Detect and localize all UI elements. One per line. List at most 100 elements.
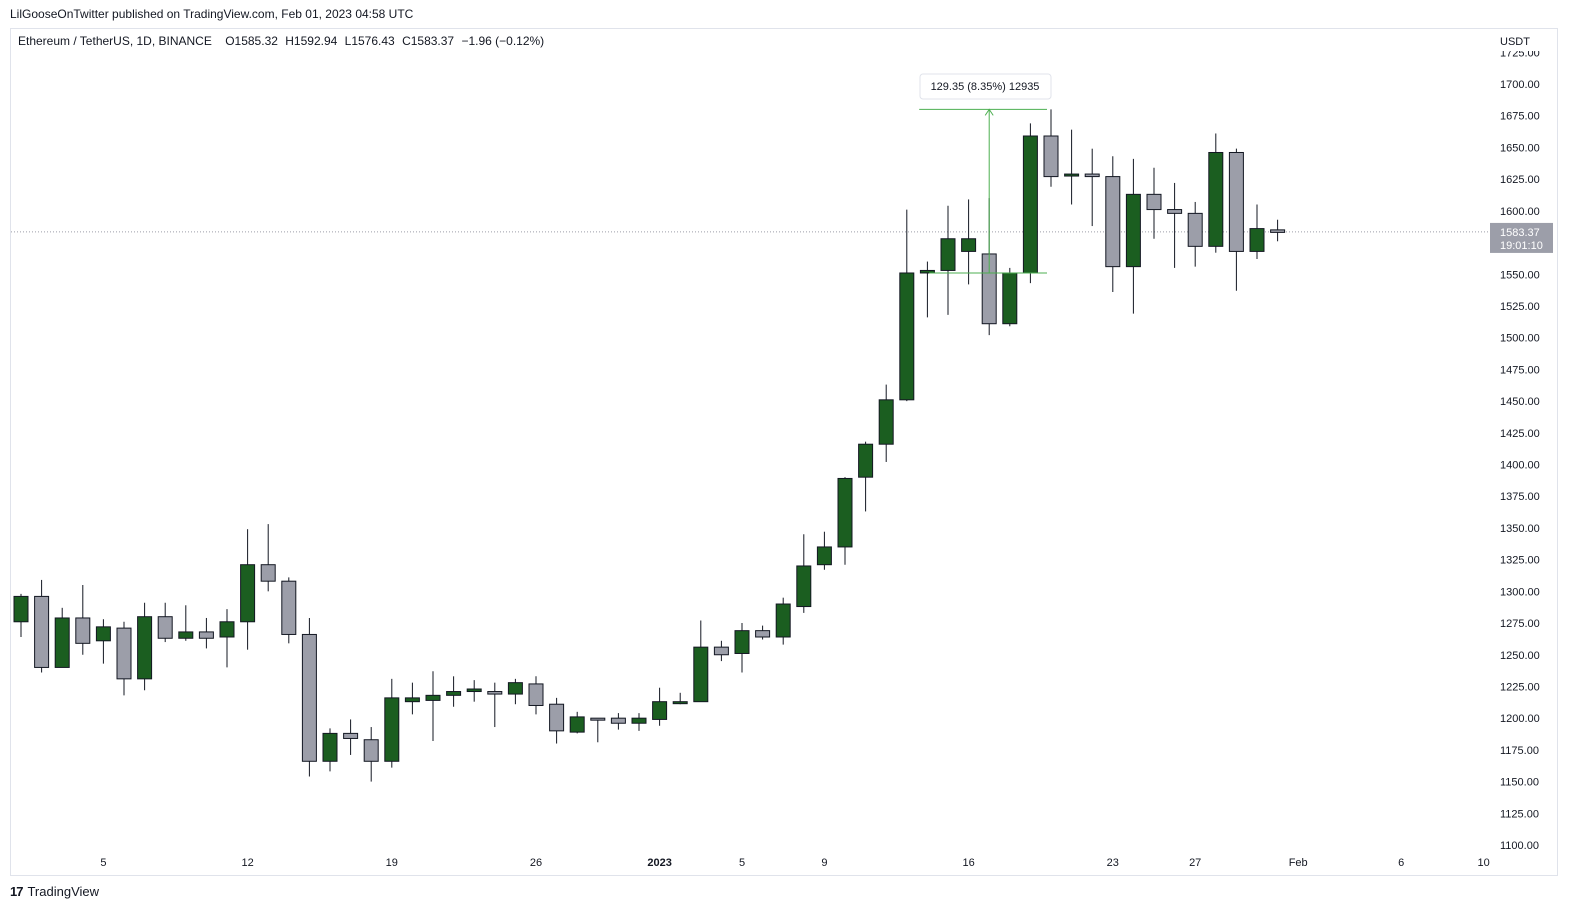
candle	[384, 678, 400, 768]
candle-body	[796, 565, 812, 608]
y-tick-label: 1225.00	[1500, 681, 1540, 693]
candle-body	[837, 477, 853, 548]
symbol-name[interactable]: Ethereum / TetherUS, 1D, BINANCE	[18, 34, 212, 48]
candle-body	[610, 717, 626, 724]
y-tick-label: 1100.00	[1500, 840, 1539, 852]
candle	[487, 682, 503, 728]
candle	[775, 597, 791, 645]
measure-label-box	[919, 73, 1052, 100]
candle	[75, 584, 91, 655]
ohlc-open: O1585.32	[225, 34, 278, 48]
measure-arrow-head	[984, 108, 994, 116]
candle	[1064, 129, 1080, 205]
candle-body	[1105, 176, 1121, 268]
candle-body	[940, 238, 956, 271]
candle	[404, 682, 420, 715]
x-tick-label: 26	[530, 857, 542, 869]
candle	[899, 209, 915, 402]
candle	[1208, 133, 1224, 253]
candle	[878, 384, 894, 462]
price-axis	[1488, 29, 1556, 875]
candle	[713, 640, 729, 662]
candle-body	[75, 617, 91, 644]
candle	[95, 619, 111, 664]
y-tick-label: 1175.00	[1500, 745, 1539, 757]
candle-body	[899, 272, 915, 401]
footer-branding: 17 TradingView	[10, 884, 99, 899]
candle	[240, 529, 256, 650]
x-tick-label: Feb	[1289, 857, 1308, 869]
candle	[816, 531, 832, 570]
y-tick-label: 1675.00	[1500, 111, 1540, 123]
candle	[13, 593, 29, 637]
candle-body	[466, 688, 482, 693]
candle-body	[1249, 228, 1265, 252]
candle-body	[240, 564, 256, 623]
candle	[837, 477, 853, 565]
candle	[1270, 219, 1286, 242]
y-tick-label: 1600.00	[1500, 206, 1540, 218]
tradingview-brand[interactable]: TradingView	[27, 884, 100, 899]
y-tick-label: 1500.00	[1500, 333, 1540, 345]
candle-body	[755, 630, 771, 638]
candle-body	[1084, 173, 1100, 178]
candle	[672, 692, 688, 705]
y-tick-label: 1525.00	[1500, 301, 1540, 313]
y-tick-label: 1325.00	[1500, 555, 1540, 567]
candle-body	[343, 732, 359, 739]
candle-body	[137, 616, 153, 680]
candle	[569, 711, 585, 734]
y-tick-label: 1275.00	[1500, 618, 1540, 630]
measure-label: 129.35 (8.35%) 12935	[931, 81, 1040, 93]
candle-body	[1208, 151, 1224, 247]
candle	[549, 697, 565, 744]
candle-body	[404, 697, 420, 703]
candle-body	[425, 694, 441, 701]
y-tick-label: 1150.00	[1500, 777, 1539, 789]
x-tick-label: 2023	[647, 857, 671, 869]
candle-body	[1022, 135, 1038, 274]
candle	[116, 621, 132, 696]
candle-body	[816, 546, 832, 566]
candle-body	[54, 617, 70, 668]
candle-body	[178, 631, 194, 639]
candle-body	[1270, 229, 1286, 233]
candle-body	[322, 732, 338, 762]
candle	[178, 605, 194, 641]
candle-body	[1167, 209, 1183, 214]
x-tick-label: 9	[821, 857, 827, 869]
candle	[631, 713, 647, 731]
candle-body	[13, 595, 29, 623]
candle-body	[1002, 272, 1018, 325]
candle-body	[713, 646, 729, 656]
x-tick-label: 6	[1398, 857, 1404, 869]
candle	[34, 579, 50, 673]
candle-body	[919, 269, 935, 274]
candle	[1228, 148, 1244, 291]
candle-body	[858, 443, 874, 478]
candle	[755, 625, 771, 640]
candle-body	[775, 603, 791, 638]
candle	[734, 623, 750, 673]
candle-body	[446, 691, 462, 696]
candle	[1002, 267, 1018, 327]
candle-body	[116, 627, 132, 680]
candle-body	[1125, 193, 1141, 268]
candle-body	[507, 682, 523, 695]
candle	[198, 617, 214, 649]
candle-body	[1187, 212, 1203, 247]
candle-body	[1043, 135, 1059, 178]
candle	[1043, 109, 1059, 187]
y-tick-label: 1425.00	[1500, 428, 1540, 440]
candle-body	[631, 717, 647, 724]
candle-body	[198, 631, 214, 639]
candle-body	[95, 626, 111, 642]
candle-body	[260, 564, 276, 582]
y-tick-label: 1650.00	[1500, 142, 1540, 154]
candle	[363, 727, 379, 782]
candle	[157, 602, 173, 643]
candle	[425, 671, 441, 741]
candle-body	[549, 703, 565, 732]
candle-body	[1146, 193, 1162, 211]
